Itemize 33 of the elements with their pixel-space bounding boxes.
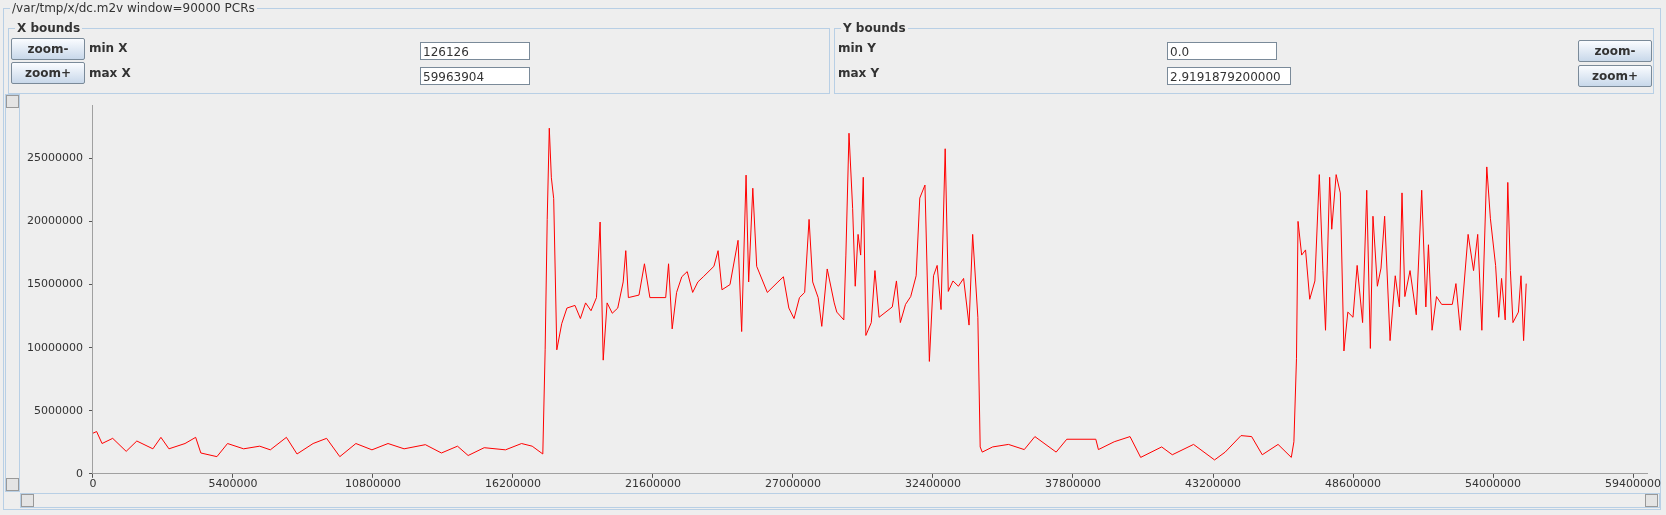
text: Y bounds <box>841 21 908 35</box>
text: 2.9191879200000 <box>1167 67 1291 85</box>
text: zoom- <box>11 38 85 60</box>
text: zoom+ <box>11 62 85 84</box>
x-tick-label: 0 <box>89 477 97 491</box>
x-tick-label: 16200000 <box>484 477 541 491</box>
x-tick-label: 48600000 <box>1325 477 1381 491</box>
text: min X <box>89 41 128 55</box>
text: max X <box>89 66 131 80</box>
x-tick-label: 43200000 <box>1185 477 1241 491</box>
y-tick-label: 0 <box>75 466 83 480</box>
x-tick-label: 32400000 <box>905 477 961 491</box>
text: 126126 <box>420 42 530 60</box>
x-tick-label: 54000000 <box>1465 477 1521 491</box>
y-tick-label: 25000000 <box>26 151 83 165</box>
text: X bounds <box>15 21 83 35</box>
y-tick-label: 15000000 <box>26 277 83 291</box>
x-tick-label: 5400000 <box>208 477 258 491</box>
x-tick-label: 21600000 <box>624 477 681 491</box>
y-tick-label: 20000000 <box>26 214 83 228</box>
text: min Y <box>838 41 877 55</box>
x-tick-label: 27000000 <box>765 477 821 491</box>
y-tick-label: 10000000 <box>26 340 83 354</box>
text: max Y <box>838 66 880 80</box>
text: 59963904 <box>420 67 530 85</box>
x-tick-label: 37800000 <box>1045 477 1101 491</box>
text: 0.0 <box>1167 42 1277 60</box>
text: zoom- <box>1578 40 1652 62</box>
text: zoom+ <box>1578 65 1652 87</box>
x-tick-label: 59400000 <box>1605 477 1662 491</box>
chart-title: /var/tmp/x/dc.m2v window=90000 PCRs <box>10 1 257 15</box>
y-tick-label: 5000000 <box>33 403 83 417</box>
x-tick-label: 10800000 <box>344 477 401 491</box>
